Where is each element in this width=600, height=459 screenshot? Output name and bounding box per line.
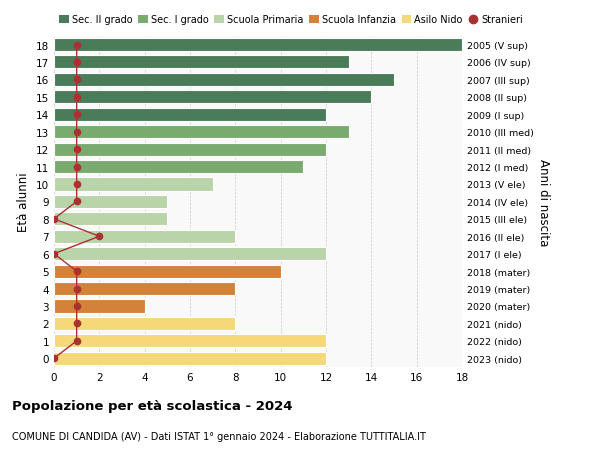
Bar: [54, 126, 349, 139]
Bar: [54, 317, 235, 330]
Bar: [54, 108, 326, 122]
Legend: Sec. II grado, Sec. I grado, Scuola Primaria, Scuola Infanzia, Asilo Nido, Stran: Sec. II grado, Sec. I grado, Scuola Prim…: [59, 15, 523, 25]
Bar: [54, 74, 394, 87]
Text: COMUNE DI CANDIDA (AV) - Dati ISTAT 1° gennaio 2024 - Elaborazione TUTTITALIA.IT: COMUNE DI CANDIDA (AV) - Dati ISTAT 1° g…: [12, 431, 426, 442]
Y-axis label: Età alunni: Età alunni: [17, 172, 31, 232]
Bar: [54, 265, 281, 278]
Bar: [54, 39, 462, 52]
Bar: [54, 143, 326, 157]
Bar: [54, 196, 167, 208]
Text: Popolazione per età scolastica - 2024: Popolazione per età scolastica - 2024: [12, 399, 293, 412]
Bar: [54, 335, 326, 347]
Bar: [54, 178, 212, 191]
Bar: [54, 352, 326, 365]
Bar: [54, 91, 371, 104]
Bar: [54, 56, 349, 69]
Bar: [54, 247, 326, 261]
Bar: [54, 230, 235, 243]
Y-axis label: Anni di nascita: Anni di nascita: [538, 158, 550, 246]
Bar: [54, 213, 167, 226]
Bar: [54, 282, 235, 296]
Bar: [54, 161, 304, 174]
Bar: [54, 300, 145, 313]
